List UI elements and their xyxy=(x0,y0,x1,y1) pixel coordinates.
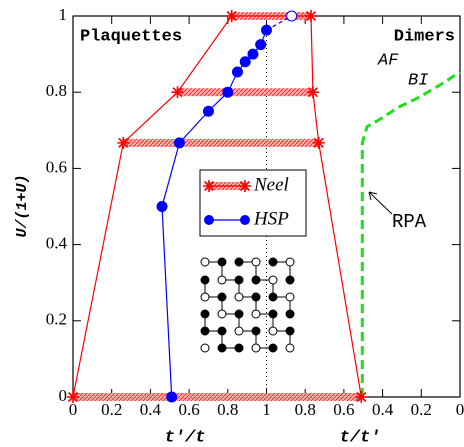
legend-marker xyxy=(203,180,215,192)
lattice-site xyxy=(285,326,295,336)
marker xyxy=(286,10,298,22)
annotation: BI xyxy=(408,71,428,90)
lattice-site xyxy=(200,275,210,285)
marker xyxy=(312,136,325,149)
marker xyxy=(225,10,238,22)
legend-marker xyxy=(204,215,214,225)
lattice-site xyxy=(217,292,227,302)
lattice-site xyxy=(285,343,295,353)
lattice-site xyxy=(234,326,244,336)
marker xyxy=(222,86,234,98)
legend-marker xyxy=(240,215,250,225)
lattice-site xyxy=(268,343,278,353)
y-tick-label: 0.2 xyxy=(46,310,67,329)
marker xyxy=(255,39,267,51)
marker xyxy=(355,391,368,403)
x-tick-label: 0 xyxy=(69,400,78,419)
lattice-site xyxy=(234,343,244,353)
x-tick-label: 0.8 xyxy=(217,400,238,419)
series-line xyxy=(161,29,268,398)
lattice-site xyxy=(234,257,244,267)
y-tick-label: 0.8 xyxy=(46,81,67,100)
lattice-site xyxy=(268,292,278,302)
marker xyxy=(305,10,318,22)
x-tick-label: 0.4 xyxy=(140,400,162,419)
lattice-site xyxy=(200,292,210,302)
arrow xyxy=(368,191,393,215)
lattice-site xyxy=(217,257,227,267)
lattice-site xyxy=(200,257,210,267)
annotation: RPA xyxy=(392,211,427,233)
marker xyxy=(261,24,272,36)
lattice-site xyxy=(217,275,227,285)
lattice-site xyxy=(217,326,227,336)
x-tick-label: 0.2 xyxy=(411,400,432,419)
lattice-site xyxy=(285,257,295,267)
lattice-site xyxy=(200,326,210,336)
y-tick-label: 1 xyxy=(59,5,68,24)
lattice-site xyxy=(251,257,261,267)
marker xyxy=(171,86,184,99)
annotation: AF xyxy=(377,51,399,70)
lattice-site xyxy=(217,343,227,353)
marker xyxy=(306,86,319,99)
marker xyxy=(67,391,79,403)
lattice-site xyxy=(200,343,210,353)
x-tick-label: 1 xyxy=(262,400,271,419)
lattice-site xyxy=(234,309,244,319)
marker xyxy=(173,137,185,149)
lattice-site xyxy=(200,309,210,319)
y-tick-label: 0 xyxy=(59,386,68,405)
lattice-site xyxy=(251,309,261,319)
lattice-inset xyxy=(200,257,295,353)
lattice-site xyxy=(285,292,295,302)
lattice-site xyxy=(234,292,244,302)
lattice-site xyxy=(268,257,278,267)
annotation: Plaquettes xyxy=(80,27,182,46)
error-bar xyxy=(177,88,313,97)
x-tick-label: 0 xyxy=(456,400,464,419)
y-tick-label: 0.6 xyxy=(46,157,67,176)
lattice-site xyxy=(285,309,295,319)
lattice-site xyxy=(251,275,261,285)
lattice-site xyxy=(268,275,278,285)
y-axis-label: U/(1+U) xyxy=(14,174,31,237)
legend-label: HSP xyxy=(253,208,289,229)
lattice-site xyxy=(251,292,261,302)
series-line xyxy=(72,15,362,398)
legend-marker xyxy=(239,180,251,192)
marker xyxy=(247,48,259,60)
lattice-site xyxy=(251,343,261,353)
rpa-boundary xyxy=(360,70,461,397)
lattice-site xyxy=(234,275,244,285)
x-axis-label: t′/t xyxy=(165,428,206,447)
marker xyxy=(117,136,130,149)
x-tick-label: 0.8 xyxy=(295,400,316,419)
x-tick-label: 0.6 xyxy=(333,400,354,419)
x-tick-label: 0.6 xyxy=(178,400,199,419)
x-axis-label: t/t′ xyxy=(340,428,381,447)
marker xyxy=(231,66,243,78)
marker xyxy=(156,201,168,212)
y-tick-label: 0.4 xyxy=(46,234,68,253)
legend-label: Neel xyxy=(253,174,289,195)
lattice-site xyxy=(217,309,227,319)
lattice-site xyxy=(268,326,278,336)
marker xyxy=(166,391,178,403)
error-bar xyxy=(73,393,362,401)
legend xyxy=(199,169,307,237)
lattice-site xyxy=(268,309,278,319)
marker xyxy=(202,105,214,117)
legend-items: Neel HSP xyxy=(203,174,289,229)
lattice-site xyxy=(285,275,295,285)
lattice-site xyxy=(251,326,261,336)
marker xyxy=(239,56,251,68)
x-tick-label: 0.4 xyxy=(372,400,394,419)
annotation: Dimers xyxy=(394,27,455,46)
error-bar xyxy=(123,138,319,147)
x-tick-label: 0.2 xyxy=(101,400,122,419)
